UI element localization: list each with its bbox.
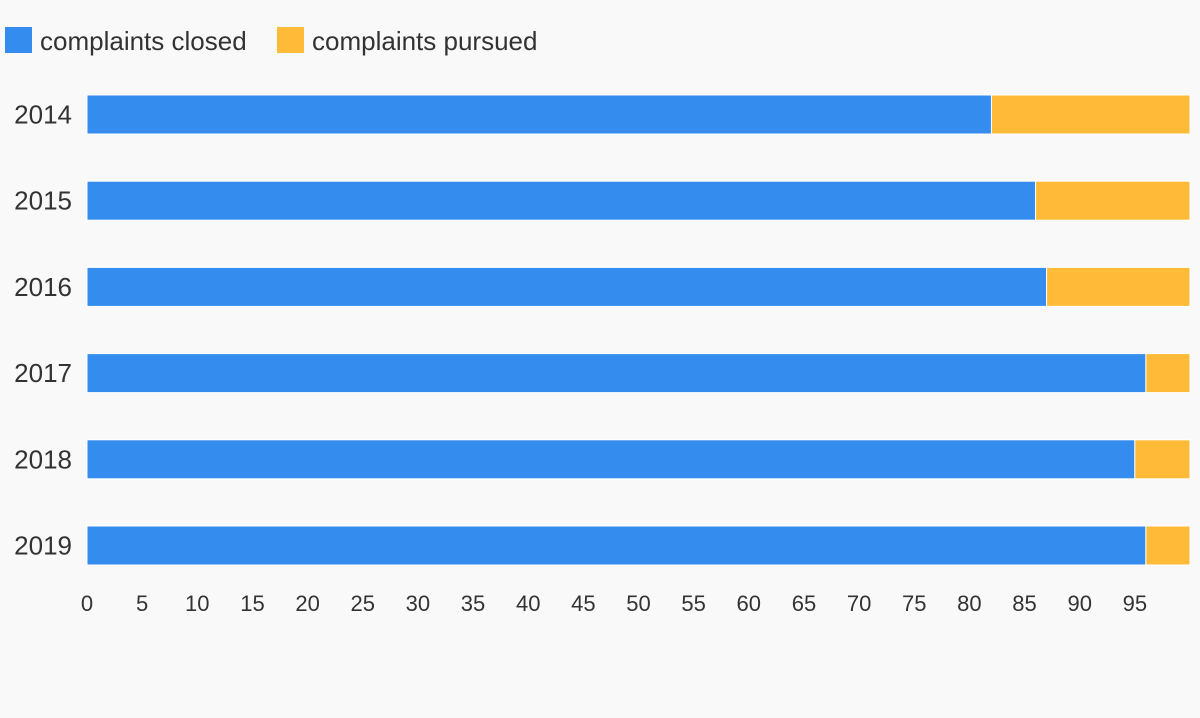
category-label: 2018 bbox=[14, 444, 72, 474]
bar-2017-series-1 bbox=[86, 353, 1147, 394]
x-tick-label: 65 bbox=[792, 591, 816, 616]
x-tick-label: 90 bbox=[1067, 591, 1091, 616]
x-tick-label: 10 bbox=[185, 591, 209, 616]
x-tick-label: 80 bbox=[957, 591, 981, 616]
category-label: 2016 bbox=[14, 272, 72, 302]
legend-swatch-1 bbox=[5, 27, 32, 53]
category-label: 2015 bbox=[14, 186, 72, 216]
x-tick-label: 35 bbox=[461, 591, 485, 616]
x-tick-label: 25 bbox=[351, 591, 375, 616]
legend-swatch-2 bbox=[277, 27, 304, 53]
x-tick-label: 60 bbox=[737, 591, 761, 616]
x-tick-label: 70 bbox=[847, 591, 871, 616]
x-tick-label: 0 bbox=[81, 591, 93, 616]
bar-2019-series-1 bbox=[86, 525, 1147, 566]
x-tick-label: 30 bbox=[406, 591, 430, 616]
bars bbox=[86, 94, 1191, 566]
x-tick-label: 50 bbox=[626, 591, 650, 616]
legend: complaints closed complaints pursued bbox=[5, 26, 537, 56]
bar-2018-series-1 bbox=[86, 439, 1136, 480]
x-tick-label: 40 bbox=[516, 591, 540, 616]
bar-2018-series-2 bbox=[1134, 439, 1191, 480]
value-axis: 0 5 10 15 20 25 30 35 40 45 50 55 60 65 70 75 80 85 90 95 bbox=[81, 591, 1147, 616]
x-tick-label: 20 bbox=[295, 591, 319, 616]
category-axis: 2014 2015 2016 2017 2018 2019 bbox=[14, 100, 72, 561]
bar-2016-series-1 bbox=[86, 266, 1048, 307]
bar-2019-series-2 bbox=[1145, 525, 1191, 566]
bar-2014-series-2 bbox=[990, 94, 1191, 135]
x-tick-label: 5 bbox=[136, 591, 148, 616]
bar-2014-series-1 bbox=[86, 94, 992, 135]
bar-2015-series-1 bbox=[86, 180, 1037, 221]
x-tick-label: 95 bbox=[1123, 591, 1147, 616]
category-label: 2014 bbox=[14, 100, 72, 130]
bar-2016-series-2 bbox=[1046, 266, 1191, 307]
x-tick-label: 15 bbox=[240, 591, 264, 616]
legend-label-1: complaints closed bbox=[40, 26, 247, 56]
x-tick-label: 45 bbox=[571, 591, 595, 616]
category-label: 2017 bbox=[14, 358, 72, 388]
x-tick-label: 55 bbox=[681, 591, 705, 616]
bar-2015-series-2 bbox=[1035, 180, 1191, 221]
legend-label-2: complaints pursued bbox=[312, 26, 537, 56]
x-tick-label: 85 bbox=[1012, 591, 1036, 616]
bar-2017-series-2 bbox=[1145, 353, 1191, 394]
x-tick-label: 75 bbox=[902, 591, 926, 616]
category-label: 2019 bbox=[14, 531, 72, 561]
